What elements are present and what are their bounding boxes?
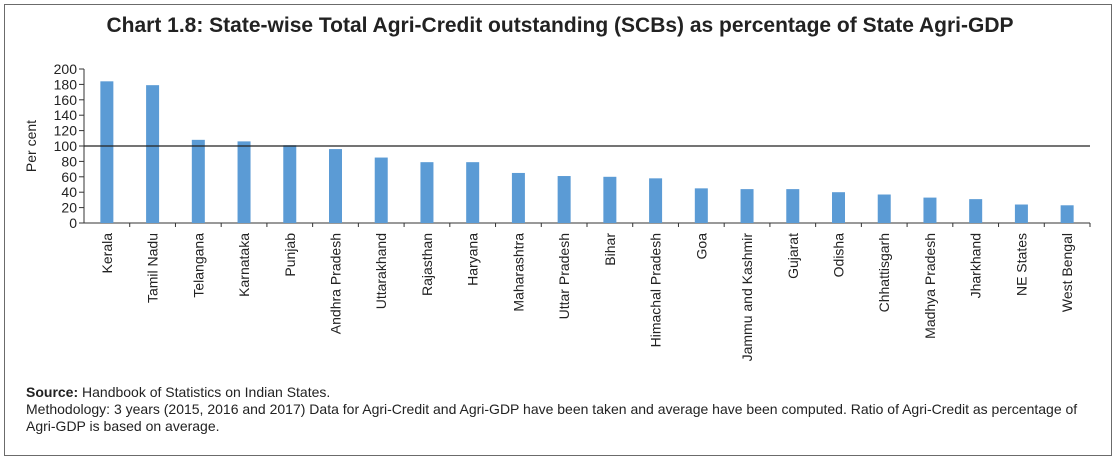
bar (877, 194, 891, 223)
y-tick-label: 160 (54, 92, 78, 108)
category-label: Madhya Pradesh (922, 233, 938, 339)
category-label: Jharkhand (968, 233, 984, 298)
category-label: Goa (693, 233, 709, 260)
bars (84, 81, 1090, 223)
category-label: Andhra Pradesh (328, 233, 344, 334)
source-note: Source: Handbook of Statistics on Indian… (26, 384, 1096, 401)
y-tick-label: 40 (61, 184, 77, 200)
chart-title: Chart 1.8: State-wise Total Agri-Credit … (106, 14, 1014, 37)
chart-notes: Source: Handbook of Statistics on Indian… (26, 384, 1096, 435)
bar (694, 188, 708, 223)
bar (511, 172, 525, 223)
category-labels: Kerala Tamil Nadu Telangana Karnataka Punjab… (99, 223, 1091, 362)
y-tick-label: 180 (54, 76, 78, 92)
bar (740, 189, 754, 223)
category-label: West Bengal (1059, 233, 1075, 312)
category-label: Haryana (465, 233, 481, 286)
bar (557, 176, 571, 223)
chart-frame (4, 4, 1112, 456)
bar (649, 178, 663, 223)
bar (832, 192, 845, 223)
source-text: Handbook of Statistics on Indian States. (78, 384, 331, 400)
category-label: Maharashtra (510, 233, 526, 312)
bar (374, 157, 388, 223)
category-label: Kerala (99, 233, 115, 274)
y-tick-label: 200 (54, 61, 78, 77)
category-label: Gujarat (785, 233, 801, 279)
source-label: Source: (26, 384, 79, 400)
bar (237, 141, 251, 223)
category-label: Bihar (602, 233, 618, 266)
y-tick-label: 100 (54, 138, 78, 154)
category-label: Chhattisgarh (876, 233, 892, 312)
category-label: Telangana (190, 233, 206, 298)
y-tick-label: 120 (54, 123, 78, 139)
bar (283, 145, 297, 223)
bar (786, 189, 800, 223)
bar (1060, 205, 1074, 223)
bar (1014, 204, 1028, 223)
category-label: NE States (1013, 233, 1029, 296)
category-label: Odisha (831, 233, 847, 278)
bar (466, 162, 480, 223)
bar (603, 176, 617, 223)
y-axis-label: Per cent (23, 120, 39, 172)
y-tick-label: 0 (69, 215, 77, 231)
bar (329, 149, 342, 223)
bar (923, 197, 937, 223)
bar (146, 85, 160, 223)
bar (100, 81, 114, 223)
category-label: Jammu and Kashmir (739, 233, 755, 362)
category-label: Tamil Nadu (145, 233, 161, 303)
category-label: Uttar Pradesh (556, 233, 572, 319)
category-label: Punjab (282, 233, 298, 277)
bar (969, 199, 983, 223)
category-label: Karnataka (236, 233, 252, 297)
category-label: Rajasthan (419, 233, 435, 296)
bar (420, 162, 434, 223)
y-tick-label: 20 (61, 200, 77, 216)
category-label: Uttarakhand (373, 233, 389, 309)
methodology-note: Methodology: 3 years (2015, 2016 and 201… (26, 401, 1078, 434)
bar (191, 139, 205, 223)
y-tick-label: 60 (61, 169, 77, 185)
y-tick-label: 140 (54, 107, 78, 123)
y-tick-label: 80 (61, 153, 77, 169)
category-label: Himachal Pradesh (648, 233, 664, 347)
